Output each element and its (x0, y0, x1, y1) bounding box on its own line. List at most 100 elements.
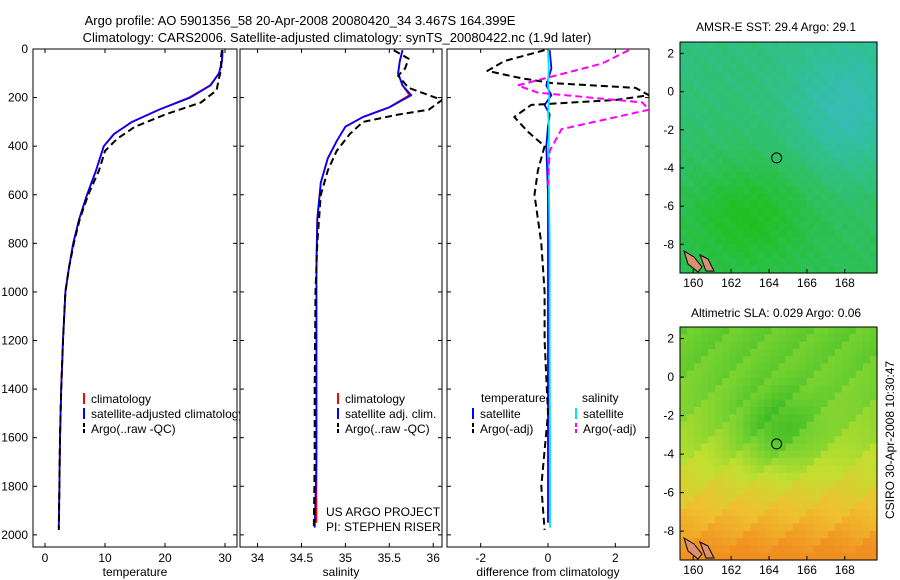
map-cell (813, 348, 822, 357)
map-cell (687, 193, 695, 202)
map-cell (750, 458, 758, 466)
map-cell (771, 251, 780, 260)
map-cell (694, 356, 702, 365)
map-cell (694, 200, 702, 209)
map-cell (799, 78, 808, 86)
map-cell (869, 251, 878, 260)
map-cell (820, 327, 829, 335)
map-cell (694, 494, 702, 503)
map-cell (729, 334, 737, 343)
map-cell (820, 49, 829, 58)
map-cell (848, 501, 857, 510)
map-cell (841, 70, 850, 79)
csiro-timestamp: CSIRO 30-Apr-2008 10:30:47 (883, 361, 897, 519)
map-cell (813, 42, 822, 50)
map-cell (834, 114, 843, 123)
map-cell (764, 244, 773, 252)
map-cell (708, 251, 716, 260)
map-cell (757, 392, 766, 401)
map-cell (715, 258, 723, 267)
map-cell (827, 341, 836, 350)
map-cell (743, 428, 751, 437)
map-cell (862, 356, 871, 365)
map-cell (736, 193, 744, 202)
map-cell (869, 143, 878, 151)
map-cell (757, 530, 766, 539)
map-cell (799, 179, 808, 187)
map-cell (694, 363, 702, 372)
map-cell (827, 494, 836, 503)
map-cell (736, 258, 744, 267)
map-cell (799, 121, 808, 130)
map-cell (771, 49, 780, 58)
map-cell (827, 114, 836, 123)
map-cell (694, 70, 702, 79)
map-cell (743, 392, 751, 401)
map-cell (771, 128, 780, 137)
map-cell (687, 164, 695, 173)
map-cell (687, 114, 695, 123)
map-cell (862, 236, 871, 245)
map-cell (736, 215, 744, 224)
map-cell (862, 363, 871, 372)
y-tick-label: -6 (663, 199, 674, 213)
map-cell (708, 509, 716, 517)
map-cell (834, 377, 843, 386)
map-cell (841, 179, 850, 187)
map-cell (736, 99, 744, 108)
map-cell (813, 370, 822, 379)
map-cell (841, 370, 850, 379)
map-cell (736, 222, 744, 231)
map-cell (708, 487, 716, 496)
y-tick-label: 2000 (1, 528, 28, 542)
map-cell (729, 63, 737, 72)
map-cell (813, 193, 822, 202)
map-cell (799, 215, 808, 224)
map-cell (764, 479, 773, 488)
map-cell (764, 99, 773, 108)
map-cell (813, 334, 822, 343)
map-cell (827, 128, 836, 137)
map-cell (694, 516, 702, 525)
map-cell (792, 114, 801, 123)
map-cell (701, 49, 709, 58)
map-cell (848, 530, 857, 539)
map-cell (764, 208, 773, 216)
map-cell (792, 106, 801, 115)
map-cell (701, 421, 709, 430)
map-cell (743, 200, 751, 209)
map-cell (841, 208, 850, 216)
map-cell (757, 121, 766, 130)
map-cell (743, 523, 751, 532)
map-cell (764, 143, 773, 151)
map-cell (855, 334, 864, 343)
map-cell (743, 244, 751, 252)
map-cell (715, 56, 723, 65)
map-cell (778, 479, 787, 488)
map-cell (743, 545, 751, 554)
map-cell (729, 465, 737, 474)
map-cell (764, 164, 773, 173)
map-cell (708, 99, 716, 108)
map-cell (701, 530, 709, 539)
map-cell (848, 348, 857, 357)
map-cell (743, 501, 751, 510)
map-cell (757, 179, 766, 187)
map-cell (785, 150, 794, 159)
map-cell (806, 135, 815, 144)
map-cell (701, 92, 709, 101)
map-cell (785, 392, 794, 401)
map-cell (820, 171, 829, 180)
map-cell (806, 143, 815, 151)
map-cell (736, 334, 744, 343)
map-cell (813, 407, 822, 415)
map-cell (750, 229, 758, 238)
map-cell (778, 392, 787, 401)
map-cell (743, 399, 751, 408)
map-cell (680, 208, 688, 216)
map-cell (743, 348, 751, 357)
map-cell (799, 334, 808, 343)
map-cell (778, 106, 787, 115)
map-cell (827, 538, 836, 547)
map-cell (743, 530, 751, 539)
